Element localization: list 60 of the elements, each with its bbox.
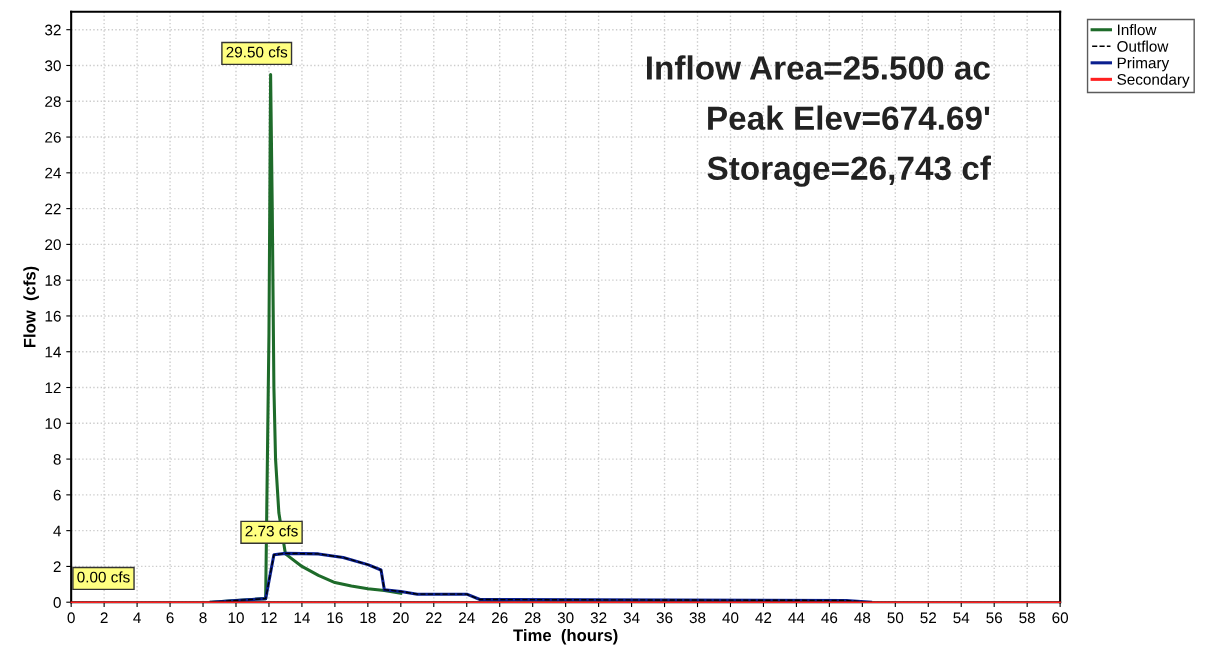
x-tick-label: 46 [821,612,838,624]
y-tick-label: 24 [45,167,61,179]
y-tick-label: 30 [45,60,61,72]
x-tick-label: 0 [67,612,75,624]
y-axis-title: Flow (cfs) [23,266,39,348]
y-tick-label: 0 [53,597,61,608]
x-tick-label: 4 [133,612,141,623]
x-tick-label: 28 [524,612,541,624]
y-tick-label: 22 [45,203,61,215]
legend-label: Secondary [1117,73,1190,88]
y-tick-label: 4 [53,525,61,537]
annotation: 0.00 cfs [77,571,130,583]
x-tick-label: 48 [854,612,871,624]
annotation: 2.73 cfs [245,525,298,537]
x-tick-label: 32 [590,612,607,624]
y-tick-label: 8 [53,453,61,465]
annotation: Peak Elev=674.69' [708,105,990,130]
x-tick-label: 36 [656,612,673,624]
x-tick-label: 24 [459,612,475,623]
x-tick-label: 8 [199,612,207,624]
annotation: 29.50 cfs [226,46,288,58]
x-tick-label: 12 [261,612,277,623]
x-tick-label: 18 [360,612,376,624]
x-tick-label: 40 [722,612,739,624]
legend-label: Inflow [1117,24,1157,36]
x-tick-label: 52 [920,612,936,624]
y-tick-label: 2 [53,561,61,572]
x-tick-label: 38 [689,612,706,624]
y-tick-label: 32 [45,24,61,36]
y-tick-label: 6 [53,489,61,501]
x-tick-label: 14 [294,612,310,623]
x-tick-label: 54 [953,612,970,624]
x-tick-label: 16 [327,612,343,624]
y-tick-label: 12 [45,382,61,394]
y-tick-label: 10 [45,418,61,429]
legend-label: Outflow [1117,40,1169,52]
x-tick-label: 22 [426,612,442,623]
x-tick-label: 26 [491,612,508,624]
x-tick-label: 6 [166,612,174,624]
y-tick-label: 28 [45,96,61,107]
x-tick-label: 30 [557,612,574,624]
y-tick-label: 26 [45,131,61,143]
y-tick-label: 14 [45,346,61,358]
x-tick-label: 2 [100,612,108,623]
legend-label: Primary [1117,57,1170,72]
annotation: Inflow Area=25.500 ac [646,55,990,80]
y-tick-label: 18 [45,275,61,286]
y-tick-label: 20 [45,239,61,251]
x-axis-title: Time (hours) [513,628,618,645]
x-tick-label: 60 [1052,612,1069,624]
x-tick-label: 44 [788,612,805,623]
x-tick-label: 50 [887,612,904,624]
x-tick-label: 42 [755,612,772,623]
annotation: Storage=26,743 cf [707,155,991,187]
x-tick-label: 58 [1019,612,1035,624]
x-tick-label: 34 [623,612,640,624]
x-tick-label: 20 [393,612,409,624]
x-tick-label: 56 [986,612,1003,624]
y-tick-label: 16 [45,310,61,322]
x-tick-label: 10 [228,612,244,624]
